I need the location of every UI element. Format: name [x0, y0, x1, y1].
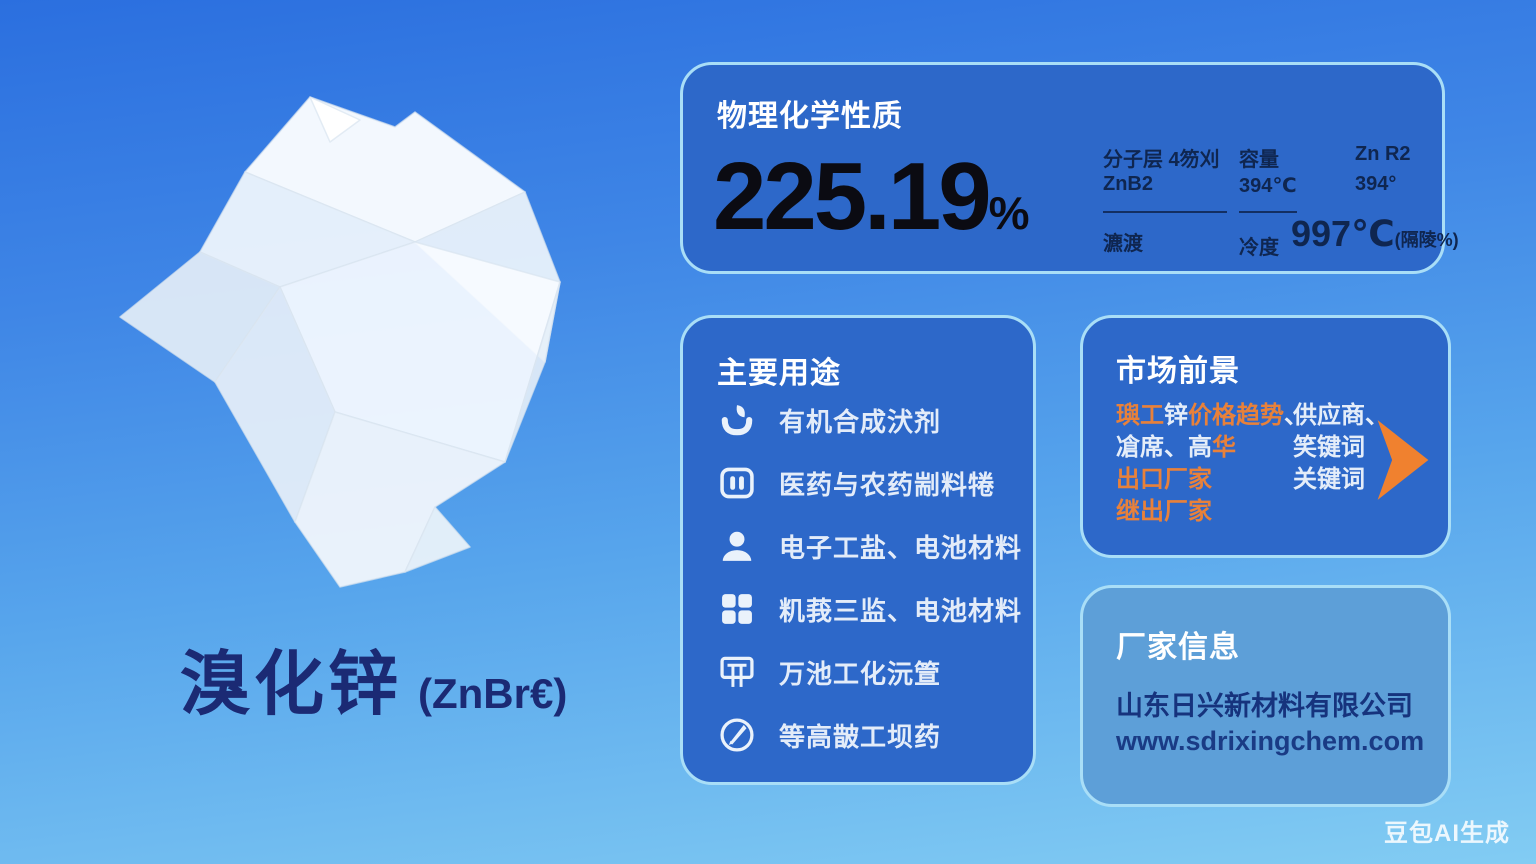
- list-item: 万池工化沅箮: [717, 652, 1022, 692]
- market-line: 出口厂家: [1116, 466, 1212, 493]
- market-card: 市场前景 璵工锌价格趋势、 凔席、高华 出口厂家 继出厂家 供应商、 笑键词 关…: [1080, 315, 1451, 558]
- table-divider: [1103, 211, 1227, 213]
- market-line: 继出厂家: [1116, 498, 1212, 525]
- company-website: www.sdrixingchem.com: [1116, 726, 1425, 756]
- list-item: 籶莪三监、电池材料: [717, 589, 1022, 629]
- market-keywords-right: 供应商、 笑键词 关键词: [1293, 400, 1389, 496]
- product-formula: (ZnBr€): [418, 670, 568, 717]
- properties-card-title: 物理化学性质: [717, 100, 903, 133]
- user-icon: [717, 526, 757, 566]
- prop-label-density: 瀌渡: [1103, 233, 1143, 255]
- use-label: 有机合成汱剂: [779, 406, 942, 437]
- molecular-weight-unit: %: [988, 187, 1030, 239]
- prop-value-formula: ZnB2: [1103, 173, 1153, 195]
- signboard-icon: [717, 652, 757, 692]
- list-item: 电子工盐、电池材料: [717, 526, 1022, 566]
- prop-value-boiling: 997℃(隔陵%): [1291, 213, 1459, 254]
- crystal-image: [119, 96, 561, 588]
- prop-label-formula: Zn R2: [1355, 143, 1411, 165]
- medicine-box-icon: [717, 463, 757, 503]
- table-divider: [1239, 211, 1297, 213]
- use-label: 电子工盐、电池材料: [779, 532, 1023, 563]
- prop-value-temp2: 394°: [1355, 173, 1397, 195]
- use-label: 籶莪三监、电池材料: [779, 595, 1023, 626]
- prop-label-capacity: 容量: [1239, 149, 1279, 171]
- use-label: 医药与农药剬料犈: [779, 469, 996, 500]
- uses-card-title: 主要用途: [717, 357, 841, 390]
- list-item: 有机合成汱剂: [717, 400, 1022, 440]
- list-item: 等高皵工坝药: [717, 715, 1022, 755]
- market-line: 供应商、: [1293, 402, 1389, 429]
- prop-value-temp1: 394℃: [1239, 175, 1297, 197]
- manufacturer-card-title: 厂家信息: [1116, 631, 1240, 664]
- product-title: 溴化锌 (ZnBr€): [180, 628, 567, 729]
- company-name: 山东日兴新材料有限公司: [1116, 691, 1413, 721]
- compass-pen-icon: [717, 715, 757, 755]
- market-line: 璵工锌价格趋势、: [1116, 402, 1308, 429]
- use-label: 万池工化沅箮: [779, 658, 942, 689]
- prop-value-note: (隔陵%): [1394, 230, 1459, 250]
- prop-label-boiling: 冷度: [1239, 237, 1279, 259]
- properties-card: 物理化学性质 225.19% 分子层 4笏刈 容量 Zn R2 ZnB2 394…: [680, 62, 1459, 274]
- market-line: 关键词: [1293, 466, 1365, 493]
- right-arrow-icon: [1377, 420, 1429, 500]
- list-item: 医药与农药剬料犈: [717, 463, 1022, 503]
- prop-label-molecular: 分子层 4笏刈: [1103, 149, 1220, 171]
- product-name: 溴化锌: [180, 645, 402, 723]
- market-card-title: 市场前景: [1116, 355, 1240, 388]
- market-line: 笑键词: [1293, 434, 1365, 461]
- hand-leaf-icon: [717, 400, 757, 440]
- uses-list: 有机合成汱剂 医药与农药剬料犈: [717, 400, 1022, 755]
- use-label: 等高皵工坝药: [779, 721, 942, 752]
- market-keywords-left: 璵工锌价格趋势、 凔席、高华 出口厂家 继出厂家: [1116, 400, 1308, 528]
- manufacturer-card: 厂家信息 山东日兴新材料有限公司 www.sdrixingchem.com: [1080, 585, 1451, 807]
- market-line: 凔席、高华: [1116, 434, 1236, 461]
- molecular-weight-value: 225.19%: [713, 143, 1030, 250]
- ai-watermark: 豆包AI生成: [1384, 820, 1510, 847]
- grid-icon: [717, 589, 757, 629]
- uses-card: 主要用途 有机合成汱剂: [680, 315, 1036, 785]
